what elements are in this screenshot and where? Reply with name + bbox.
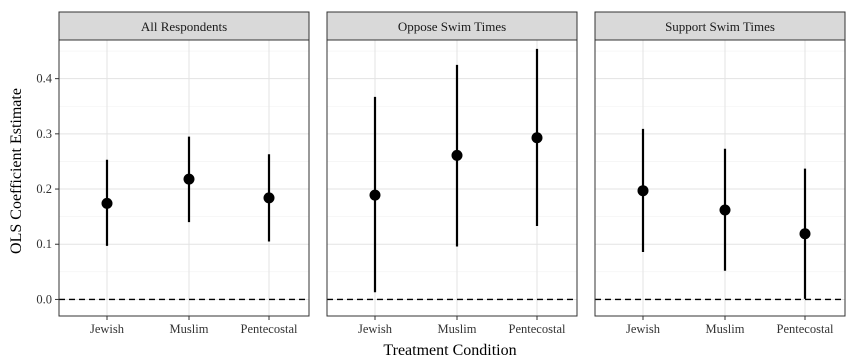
- x-tick-label: Pentecostal: [241, 322, 298, 336]
- point-estimate: [101, 197, 113, 209]
- y-tick-label: 0.2: [36, 182, 52, 196]
- x-tick-label: Muslim: [170, 322, 209, 336]
- facet-strip: [594, 11, 846, 41]
- facet-panel: Oppose Swim Times Jewish Muslim Pentecostal: [326, 11, 578, 336]
- facet-strip: [58, 11, 310, 41]
- y-axis: 0.0 0.1 0.2 0.3 0.4: [36, 72, 59, 306]
- y-tick-label: 0.3: [36, 127, 52, 141]
- facet-strip: [326, 11, 578, 41]
- y-tick-label: 0.4: [36, 72, 52, 86]
- x-tick-label: Jewish: [90, 322, 125, 336]
- x-tick-label: Jewish: [358, 322, 393, 336]
- point-estimate: [369, 189, 381, 201]
- y-tick-label: 0.0: [36, 292, 52, 306]
- y-axis-title: OLS Coefficient Estimate: [8, 88, 25, 254]
- point-estimate: [451, 149, 463, 161]
- panel-border: [58, 39, 310, 317]
- x-tick-label: Pentecostal: [777, 322, 834, 336]
- point-estimate: [183, 173, 195, 185]
- facet-strip-title: Oppose Swim Times: [398, 19, 506, 34]
- x-axis-title: Treatment Condition: [383, 342, 516, 359]
- point-estimate: [719, 204, 731, 216]
- x-tick-label: Muslim: [438, 322, 477, 336]
- panel-border: [326, 39, 578, 317]
- point-estimate: [637, 185, 649, 197]
- point-estimate: [799, 228, 811, 240]
- point-estimate: [531, 132, 543, 144]
- facet-strip-title: All Respondents: [141, 19, 227, 34]
- facet-strip-title: Support Swim Times: [665, 19, 775, 34]
- x-tick-label: Pentecostal: [509, 322, 566, 336]
- facet-panel: All Respondents Jewish Muslim Pentecostal: [58, 11, 310, 336]
- point-estimate: [263, 192, 275, 204]
- panel-border: [594, 39, 846, 317]
- x-tick-label: Muslim: [706, 322, 745, 336]
- y-tick-label: 0.1: [36, 237, 52, 251]
- x-tick-label: Jewish: [626, 322, 661, 336]
- panel-background: [327, 40, 577, 316]
- panel-background: [595, 40, 845, 316]
- facet-panel: Support Swim Times Jewish Muslim Pentecosta…: [594, 11, 846, 336]
